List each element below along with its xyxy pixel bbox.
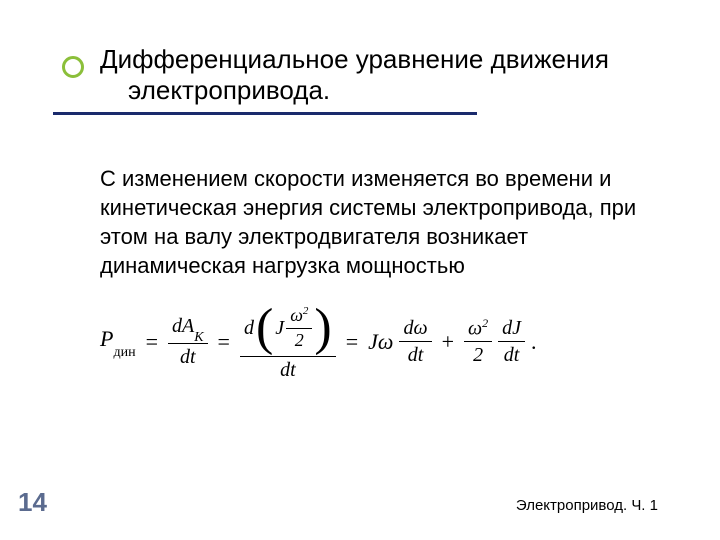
P-sub: дин: [113, 345, 135, 360]
frac-dJ-dt: dJ dt: [498, 317, 525, 366]
footer-text: Электропривод. Ч. 1: [516, 497, 658, 514]
slide-number: 14: [18, 487, 47, 518]
sup2: 2: [303, 305, 309, 317]
frac-w2-2b: ω2 2: [464, 317, 492, 367]
equals-1: =: [142, 329, 162, 355]
period: .: [531, 329, 537, 355]
dw: dω: [399, 317, 431, 339]
frac-dw-dt: dω dt: [399, 317, 431, 366]
slide-title: Дифференциальное уравнение движения элек…: [100, 44, 670, 106]
formula: Pдин = dAK dt = d ( J ω2: [100, 302, 640, 381]
dA: dA: [172, 315, 194, 337]
P-symbol: Pдин: [100, 326, 136, 356]
inner-den: 2: [291, 331, 308, 351]
w2: ω2: [286, 305, 312, 326]
rparen: ): [314, 302, 331, 354]
frac-dJw2-dt: d ( J ω2 2 ) dt: [240, 302, 336, 381]
P: P: [100, 326, 113, 351]
plus: +: [438, 329, 458, 355]
frac1-den: dt: [176, 346, 200, 368]
body-text: С изменением скорости изменяется во врем…: [100, 164, 660, 280]
frac2-den: dt: [276, 359, 300, 381]
slide: Дифференциальное уравнение движения элек…: [0, 0, 720, 540]
frac3-den: dt: [404, 344, 428, 366]
title-underline: [53, 112, 477, 115]
title-line2: электропривода.: [100, 75, 330, 105]
omega: ω: [290, 305, 303, 325]
omega-b: ω: [468, 317, 482, 339]
frac4a-den: 2: [469, 344, 487, 366]
bullet-icon: [62, 56, 84, 78]
frac-w2-2: ω2 2: [286, 305, 312, 351]
equals-3: =: [342, 329, 362, 355]
frac4b-bar: [498, 341, 525, 342]
d-prefix: d: [244, 317, 254, 339]
frac3-bar: [399, 341, 431, 342]
J: J: [275, 317, 284, 339]
inner-bar: [286, 328, 312, 329]
w2b: ω2: [464, 317, 492, 340]
frac4a-bar: [464, 341, 492, 342]
frac2-num: d ( J ω2 2 ): [240, 302, 336, 354]
frac1-num: dAK: [168, 315, 208, 341]
Jw: Jω: [368, 329, 393, 355]
sup2b: 2: [482, 316, 488, 330]
lparen: (: [256, 302, 273, 354]
dJ: dJ: [498, 317, 525, 339]
formula-row: Pдин = dAK dt = d ( J ω2: [100, 302, 640, 381]
frac-dAk-dt: dAK dt: [168, 315, 208, 368]
equals-2: =: [214, 329, 234, 355]
frac4b-den: dt: [500, 344, 524, 366]
title-line1: Дифференциальное уравнение движения: [100, 44, 609, 74]
frac2-bar: [240, 356, 336, 357]
K-sub: K: [194, 330, 203, 345]
